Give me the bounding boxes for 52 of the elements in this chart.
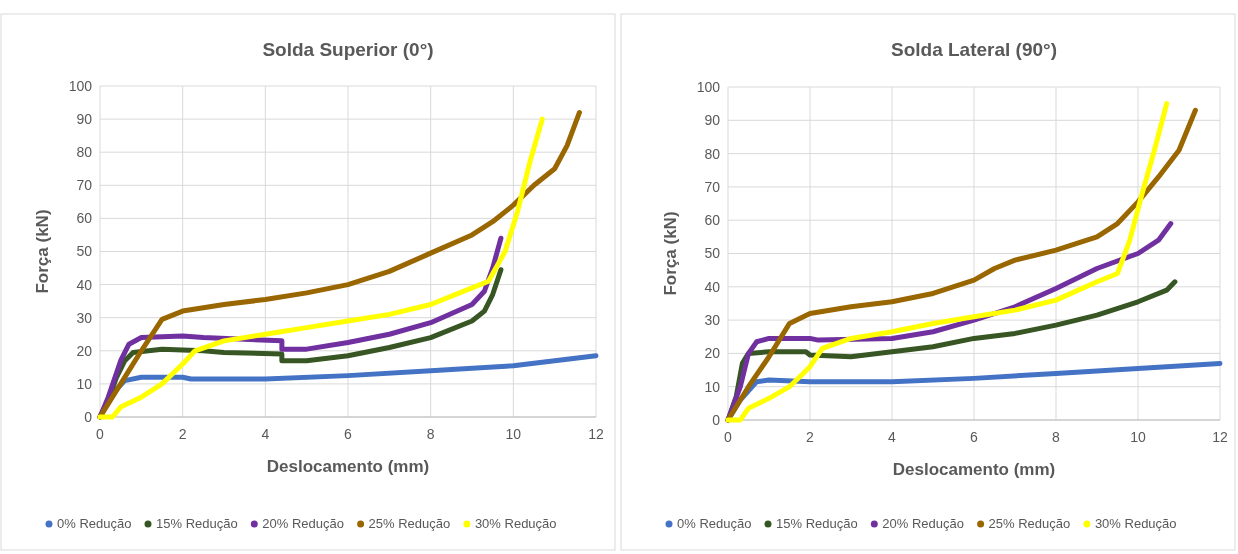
x-tick-label: 2 (806, 429, 815, 445)
y-tick-label: 30 (704, 312, 721, 328)
y-tick-label: 0 (712, 411, 721, 428)
x-tick-label: 12 (1212, 429, 1228, 445)
y-tick-label: 50 (76, 243, 93, 260)
y-tick-label: 20 (704, 345, 721, 362)
y-tick-label: 60 (76, 210, 93, 227)
y-tick-label: 70 (704, 178, 721, 195)
y-tick-label: 20 (76, 342, 93, 359)
x-tick-label: 10 (505, 426, 522, 442)
legend-label: 15% Redução (156, 516, 238, 531)
legend-label: 0% Redução (677, 516, 752, 531)
y-tick-label: 0 (84, 408, 93, 425)
y-tick-label: 10 (704, 378, 721, 395)
x-tick-label: 8 (426, 426, 435, 442)
y-tick-label: 30 (76, 309, 93, 326)
y-tick-label: 60 (704, 212, 721, 229)
x-tick-label: 4 (888, 429, 897, 445)
x-tick-label: 0 (724, 429, 733, 445)
y-tick-label: 40 (704, 278, 721, 295)
legend-label: 25% Redução (988, 516, 1071, 531)
x-tick-label: 6 (970, 429, 979, 445)
y-axis-title: Força (kN) (33, 209, 52, 294)
legend-label: 30% Redução (474, 516, 557, 531)
legend-label: 30% Redução (1094, 516, 1177, 531)
x-tick-label: 12 (588, 426, 604, 442)
x-axis-title: Deslocamento (mm) (266, 457, 430, 476)
y-tick-label: 40 (76, 276, 93, 293)
y-tick-label: 10 (76, 375, 93, 392)
y-tick-label: 80 (704, 145, 721, 162)
y-tick-label: 90 (76, 111, 93, 127)
y-axis-title: Força (kN) (661, 211, 680, 296)
y-tick-label: 100 (68, 77, 93, 94)
y-tick-label: 90 (704, 112, 721, 129)
x-tick-label: 10 (1130, 429, 1146, 445)
y-tick-label: 80 (76, 144, 93, 161)
legend-label: 20% Redução (262, 516, 344, 531)
x-axis-title: Deslocamento (mm) (892, 460, 1056, 479)
y-tick-label: 70 (76, 177, 93, 194)
legend-label: 15% Redução (776, 516, 858, 531)
legend-label: 0% Redução (57, 516, 132, 531)
x-tick-label: 4 (261, 426, 270, 442)
x-tick-label: 2 (178, 426, 187, 442)
chart-title: Solda Lateral (90°) (891, 39, 1057, 60)
x-tick-label: 8 (1052, 429, 1061, 445)
y-tick-label: 50 (704, 245, 721, 262)
chart-title: Solda Superior (0°) (262, 39, 434, 60)
legend-label: 25% Redução (368, 516, 451, 531)
x-tick-label: 0 (96, 426, 105, 442)
legend-label: 20% Redução (882, 516, 964, 531)
y-tick-label: 100 (696, 78, 721, 95)
x-tick-label: 6 (344, 426, 353, 442)
